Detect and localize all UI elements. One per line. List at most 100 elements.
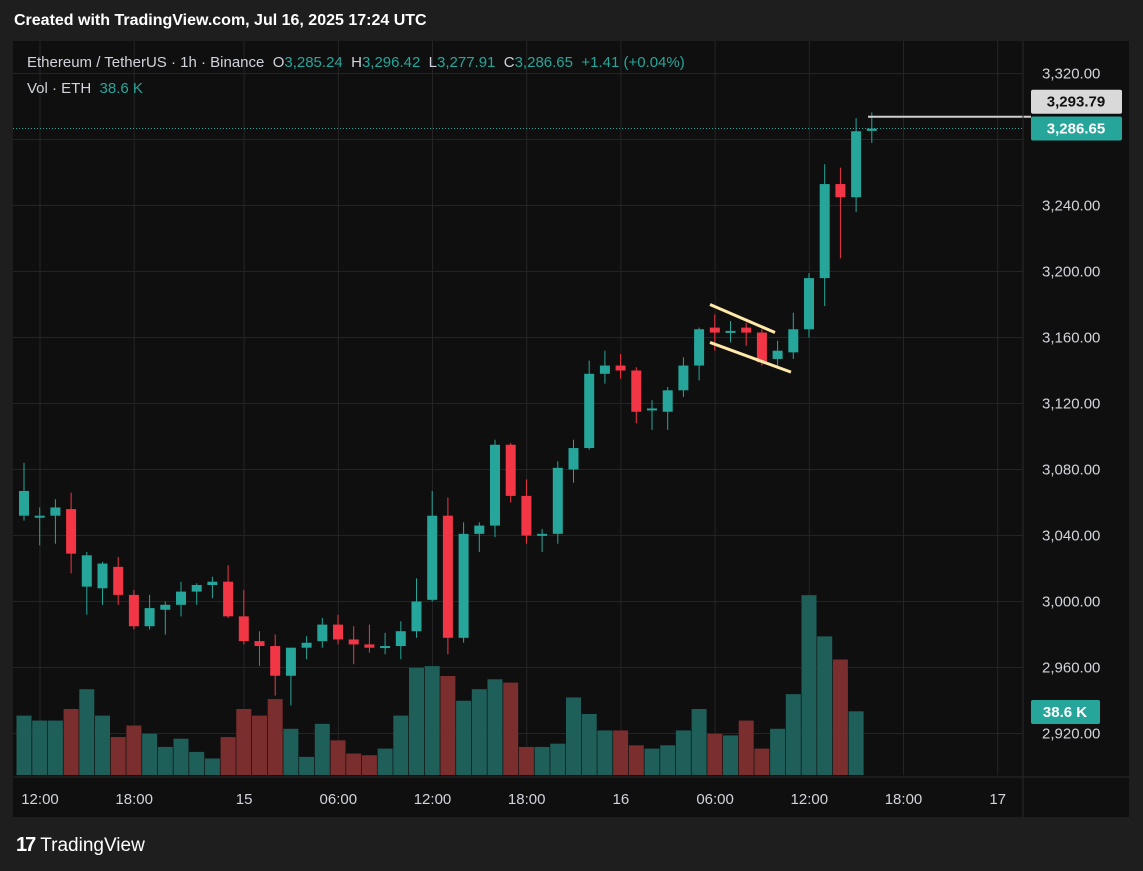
volume-bar [173, 738, 189, 775]
close-value: 3,286.65 [514, 54, 573, 71]
candle-body [285, 647, 296, 676]
candle-body [788, 329, 799, 353]
volume-bar [801, 595, 817, 775]
candle-body [427, 515, 438, 600]
high-value: 3,296.42 [361, 54, 421, 71]
candle-body [81, 555, 92, 587]
volume-bar [79, 689, 95, 775]
volume-bar [770, 728, 786, 775]
last-price-tag: 3,286.65 [1047, 121, 1105, 138]
volume-bar [691, 709, 707, 775]
candle-body [631, 370, 642, 412]
volume-bar [252, 715, 267, 775]
candle-body [270, 646, 281, 676]
volume-bar [220, 737, 236, 775]
candle-body [113, 566, 124, 595]
candle-body [599, 365, 610, 374]
candle-body [741, 327, 752, 333]
y-tick-label: 3,160.00 [1042, 330, 1100, 347]
candle-body [34, 515, 45, 518]
candle-body [474, 525, 485, 534]
candle-body [835, 184, 846, 198]
volume-bar [330, 740, 346, 775]
volume-bar [393, 715, 409, 775]
candle-body [144, 608, 155, 627]
volume-bar [503, 682, 519, 775]
y-tick-label: 2,920.00 [1042, 726, 1100, 743]
volume-bar [126, 725, 142, 775]
x-tick-label: 16 [613, 791, 630, 808]
x-tick-label: 12:00 [414, 791, 452, 808]
candlestick-chart[interactable]: 3,320.00 3,240.00 3,200.00 3,160.00 3,120.00… [13, 41, 1129, 817]
candle-body [521, 495, 532, 536]
candle-body [333, 624, 343, 640]
y-tick-label: 3,040.00 [1042, 528, 1100, 545]
candle-body [772, 350, 783, 359]
y-tick-label: 3,200.00 [1042, 264, 1100, 281]
x-tick-label: 17 [989, 791, 1006, 808]
created-with-header: Created with TradingView.com, Jul 16, 20… [14, 12, 427, 29]
tradingview-footer: 17 TradingView [16, 834, 145, 857]
candle-body [207, 581, 218, 585]
candle-body [411, 601, 422, 632]
volume-bar [346, 753, 362, 775]
volume-bar [189, 751, 205, 775]
volume-bar [738, 720, 754, 775]
volume-tag: 38.6 K [1043, 704, 1087, 721]
candle-body [819, 184, 830, 279]
volume-bar [32, 720, 48, 775]
candle-body [505, 444, 516, 496]
volume-bar [236, 709, 252, 775]
volume-bar [581, 713, 597, 775]
candle-body [223, 581, 234, 617]
y-tick-label: 3,240.00 [1042, 198, 1100, 215]
y-tick-label: 3,080.00 [1042, 462, 1100, 479]
volume-label[interactable]: Vol · ETH [27, 80, 92, 97]
volume-bar [518, 746, 534, 775]
volume-bar [832, 659, 848, 775]
open-value: 3,285.24 [284, 54, 343, 71]
close-label: C [503, 54, 515, 71]
x-tick-label: 15 [236, 791, 253, 808]
volume-legend: Vol · ETH 38.6 K [27, 80, 143, 97]
candle-body [552, 467, 563, 534]
candle-body [254, 641, 265, 647]
chart-panel[interactable]: 3,320.00 3,240.00 3,200.00 3,160.00 3,120.00… [13, 41, 1129, 817]
tradingview-logo-icon: 17 [16, 834, 36, 856]
volume-bar [204, 758, 220, 775]
candle-body [301, 642, 312, 648]
volume-bar [314, 723, 330, 775]
candle-body [584, 373, 595, 449]
candle-body [866, 128, 877, 131]
x-tick-label: 06:00 [696, 791, 734, 808]
change-value: +1.41 (+0.04%) [581, 54, 685, 71]
volume-bar [754, 748, 770, 775]
volume-bar [409, 667, 424, 775]
volume-bar [628, 745, 644, 775]
volume-bar [283, 728, 299, 775]
symbol-name[interactable]: Ethereum / TetherUS · 1h · Binance [27, 54, 265, 71]
volume-bar [110, 737, 126, 775]
candle-body [647, 408, 657, 411]
volume-bar [644, 748, 660, 775]
open-label: O [272, 54, 285, 71]
candle-body [568, 448, 579, 470]
candle-body [364, 644, 375, 648]
high-price-tag: 3,293.79 [1047, 94, 1105, 111]
candle-body [50, 507, 61, 516]
volume-bar [613, 730, 629, 775]
volume-value: 38.6 K [99, 80, 143, 97]
candle-body [804, 278, 814, 330]
y-tick-label: 3,000.00 [1042, 594, 1100, 611]
volume-bar [456, 700, 472, 775]
high-label: H [351, 54, 362, 71]
x-tick-label: 18:00 [885, 791, 923, 808]
x-tick-label: 18:00 [508, 791, 546, 808]
last-price-tag-bg [1031, 116, 1122, 141]
volume-bar [785, 694, 801, 775]
x-tick-label: 18:00 [115, 791, 153, 808]
candle-body [66, 509, 77, 554]
candle-body [380, 646, 391, 649]
candle-body [442, 515, 453, 638]
volume-bar [534, 746, 550, 775]
